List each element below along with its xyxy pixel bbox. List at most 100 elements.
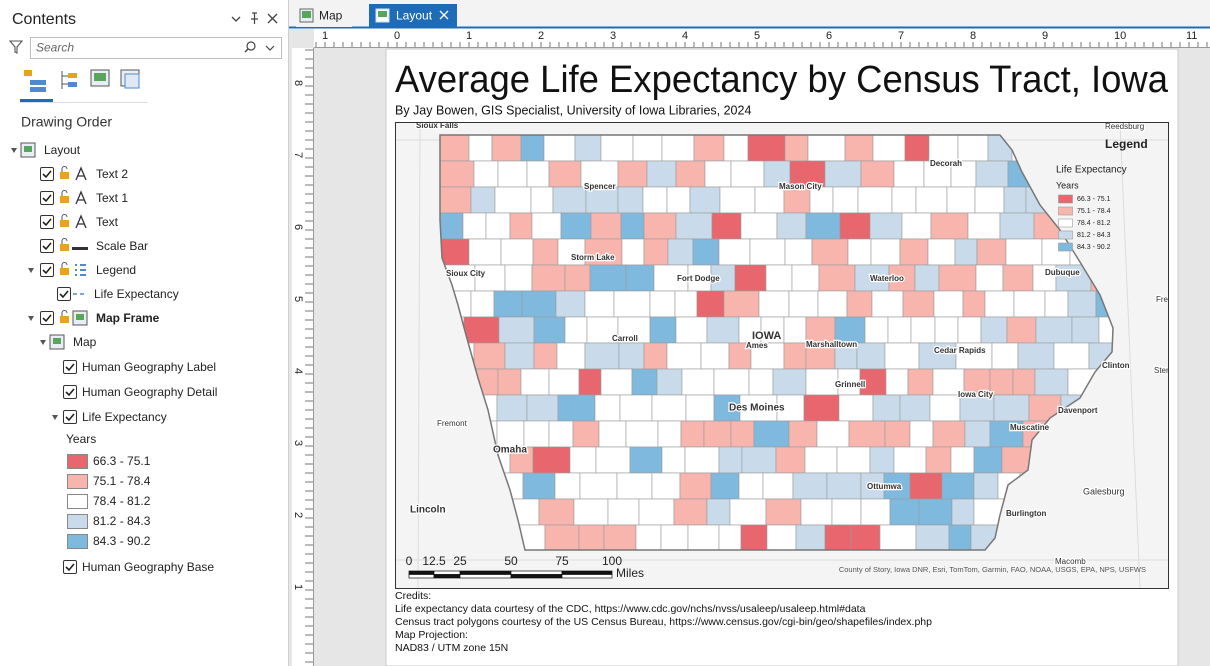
tract: [899, 238, 929, 266]
tract: [618, 342, 645, 370]
legend-layer: Life Expectancy: [1056, 165, 1127, 176]
class-label: 81.2 - 84.3: [93, 514, 151, 528]
map-label: Decorah: [930, 159, 962, 168]
legend-icon: [75, 264, 86, 276]
tract: [651, 472, 681, 500]
checkbox[interactable]: [63, 360, 77, 374]
layer-name[interactable]: Map Frame: [96, 311, 160, 325]
layer-name[interactable]: Life Expectancy: [82, 410, 167, 424]
map-label: Sioux Falls: [416, 121, 459, 130]
scale-segment: [459, 570, 512, 575]
search-box[interactable]: [30, 37, 282, 59]
tract: [532, 238, 559, 266]
tract: [1006, 316, 1037, 344]
expander[interactable]: [28, 268, 34, 273]
checkbox[interactable]: [40, 191, 54, 205]
ruler-label: 9: [1042, 30, 1048, 42]
layer-name[interactable]: Human Geography Base: [82, 560, 214, 574]
tract: [805, 342, 836, 370]
tract: [844, 135, 874, 162]
pane-menu-button[interactable]: [231, 16, 241, 22]
search-icon-handle: [244, 48, 249, 53]
tract: [1012, 368, 1036, 396]
tract: [831, 498, 862, 526]
checkbox[interactable]: [57, 287, 71, 301]
drawing-order-icon[interactable]: [24, 70, 32, 76]
tract: [556, 342, 586, 370]
layer-name[interactable]: Scale Bar: [96, 239, 148, 253]
ruler-label: 1: [292, 584, 304, 590]
tract: [470, 290, 495, 318]
checkbox[interactable]: [40, 311, 54, 325]
lock-icon[interactable]: [60, 316, 69, 323]
lock-icon[interactable]: [60, 220, 69, 227]
checkbox[interactable]: [63, 410, 77, 424]
lock-icon[interactable]: [60, 268, 69, 275]
layer-name[interactable]: Text 1: [96, 191, 128, 205]
checkmark: [42, 194, 52, 203]
checkbox[interactable]: [40, 239, 54, 253]
layer-name[interactable]: Legend: [96, 263, 136, 277]
expander[interactable]: [40, 340, 46, 345]
tract: [915, 186, 948, 214]
search-icon[interactable]: [246, 41, 256, 51]
tract: [748, 368, 774, 396]
search-options[interactable]: [265, 45, 275, 51]
tract: [574, 135, 602, 162]
tract: [925, 446, 952, 474]
tract: [520, 135, 545, 162]
class-label: 66.3 - 75.1: [93, 454, 151, 468]
tract: [872, 394, 901, 422]
tract: [776, 212, 807, 240]
legend-swatch: [1058, 230, 1073, 240]
selection-icon[interactable]: [61, 71, 68, 89]
tract: [765, 498, 802, 526]
checkbox[interactable]: [40, 215, 54, 229]
attribution: County of Story, Iowa DNR, Esri, TomTom,…: [839, 565, 1146, 574]
lock-shackle: [61, 238, 68, 244]
checkbox[interactable]: [40, 167, 54, 181]
tract: [901, 212, 932, 240]
layer-name[interactable]: Text: [96, 215, 119, 229]
tract: [723, 290, 760, 318]
tract: [497, 368, 522, 396]
expander[interactable]: [52, 415, 58, 420]
checkbox[interactable]: [63, 560, 77, 574]
tab-close-button[interactable]: [439, 10, 449, 20]
icon-part: [378, 11, 387, 17]
pane-pin-button[interactable]: [251, 12, 258, 24]
layer-name[interactable]: Human Geography Detail: [82, 385, 217, 399]
tract: [473, 160, 499, 188]
tract: [578, 368, 602, 396]
tract: [651, 394, 687, 422]
layer-name[interactable]: Human Geography Label: [82, 360, 216, 374]
tract: [584, 290, 615, 318]
lock-shackle: [61, 310, 68, 316]
checkbox[interactable]: [40, 263, 54, 277]
tract: [803, 394, 840, 422]
layer-name[interactable]: Map: [73, 335, 97, 349]
frame-icon-fill: [24, 146, 32, 152]
layer-name[interactable]: Layout: [44, 143, 81, 157]
pane-close-button[interactable]: [267, 13, 278, 24]
lock-icon[interactable]: [60, 196, 69, 203]
tract: [1034, 368, 1069, 396]
tract: [675, 212, 713, 240]
scale-label: 0: [406, 554, 413, 568]
scale-segment: [459, 574, 512, 579]
tract: [675, 316, 708, 344]
ruler-label: 5: [754, 30, 760, 42]
filter-icon[interactable]: [8, 40, 24, 54]
tract: [1053, 342, 1090, 370]
tract: [872, 135, 906, 162]
expander[interactable]: [11, 148, 17, 153]
layer-name[interactable]: Life Expectancy: [94, 287, 179, 301]
checkbox[interactable]: [63, 385, 77, 399]
lock-icon[interactable]: [60, 172, 69, 179]
expander[interactable]: [28, 316, 34, 321]
layer-name[interactable]: Text 2: [96, 167, 128, 181]
tract: [718, 446, 743, 474]
symbol-swatch: [67, 514, 88, 529]
lock-icon[interactable]: [60, 244, 69, 251]
tract: [963, 368, 991, 396]
